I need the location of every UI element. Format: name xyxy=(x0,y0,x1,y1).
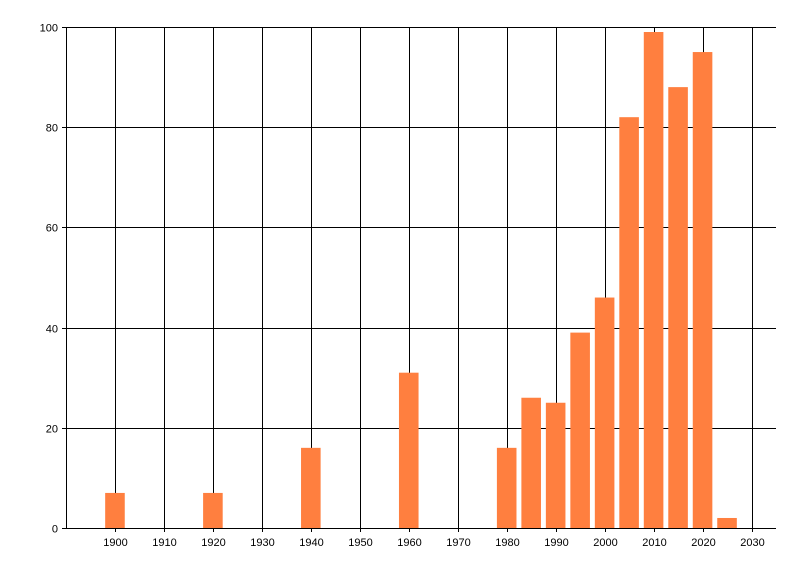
y-tick-label: 0 xyxy=(52,524,58,536)
bar xyxy=(717,517,737,528)
y-tick-label: 60 xyxy=(46,223,58,235)
bar xyxy=(619,117,639,529)
bar xyxy=(496,447,517,528)
bar xyxy=(105,492,125,528)
tick-labels: 1900 1910 1920 1930 1940 1950 1960 1970 1980 1990… xyxy=(40,23,765,550)
x-tick-label: 1940 xyxy=(299,537,323,549)
x-tick-label: 1970 xyxy=(446,537,470,549)
x-tick-label: 1910 xyxy=(152,537,176,549)
bar xyxy=(521,397,541,528)
x-tick-label: 2000 xyxy=(593,537,617,549)
bar xyxy=(594,297,615,528)
x-tick-label: 1930 xyxy=(250,537,274,549)
x-tick-label: 2010 xyxy=(642,537,666,549)
y-tick-label: 100 xyxy=(40,23,58,35)
y-tick-label: 20 xyxy=(46,424,58,436)
x-tick-label: 2030 xyxy=(740,537,764,549)
y-tick-label: 40 xyxy=(46,324,58,336)
bar xyxy=(692,52,713,529)
x-tick-label: 1920 xyxy=(201,537,225,549)
bar xyxy=(668,87,688,529)
bar xyxy=(570,332,590,528)
bar xyxy=(545,402,566,528)
bar xyxy=(203,492,223,528)
bars xyxy=(105,32,737,529)
x-tick-label: 1950 xyxy=(348,537,372,549)
x-tick-label: 1960 xyxy=(397,537,421,549)
bar xyxy=(398,372,419,528)
axes xyxy=(66,27,776,529)
bar xyxy=(643,32,664,528)
x-tick-label: 1900 xyxy=(103,537,127,549)
x-tick-label: 2020 xyxy=(691,537,715,549)
x-tick-label: 1980 xyxy=(495,537,519,549)
y-tick-label: 80 xyxy=(46,123,58,135)
bar xyxy=(301,447,321,528)
x-tick-label: 1990 xyxy=(544,537,568,549)
